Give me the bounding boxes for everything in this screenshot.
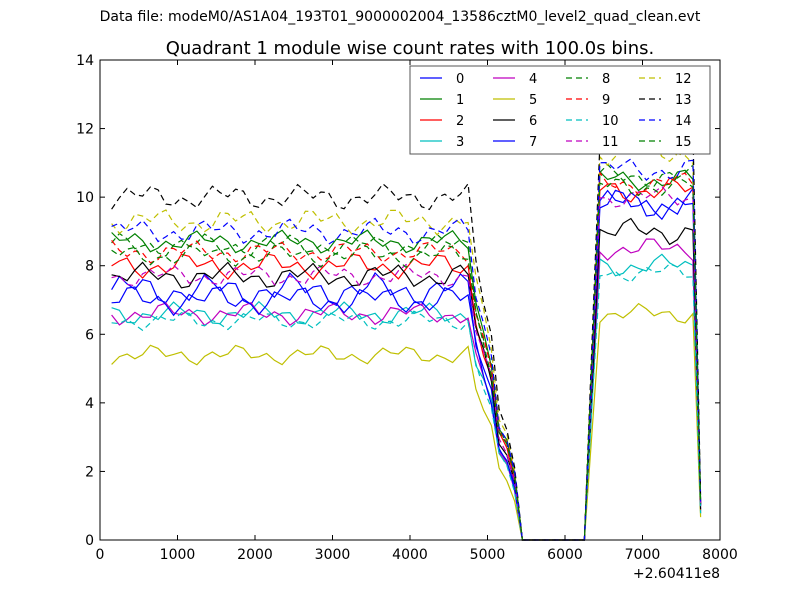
legend-label-3: 3 [456, 135, 464, 150]
series-line-4 [111, 238, 702, 541]
y-tick-label: 14 [76, 53, 94, 69]
series-line-5 [111, 302, 702, 541]
series-line-10 [111, 263, 702, 541]
legend-label-7: 7 [529, 135, 537, 150]
y-tick-label: 4 [85, 396, 94, 412]
series-line-11 [111, 185, 702, 541]
series-line-9 [111, 170, 702, 541]
series-line-7 [111, 189, 702, 541]
legend-label-6: 6 [529, 114, 537, 129]
x-tick-label: 4000 [392, 547, 428, 563]
legend-label-2: 2 [456, 114, 464, 129]
legend-label-0: 0 [456, 72, 464, 87]
x-tick-label: 8000 [702, 547, 738, 563]
x-tick-label: 6000 [547, 547, 583, 563]
y-tick-label: 8 [85, 259, 94, 275]
figure-suptitle: Data file: modeM0/AS1A04_193T01_90000020… [99, 9, 701, 25]
x-tick-label: 0 [96, 547, 105, 563]
y-tick-label: 6 [85, 327, 94, 343]
legend-label-4: 4 [529, 72, 537, 87]
axes: 0 1000 2000 3000 4000 5000 6000 7000 80000246810… [76, 53, 738, 563]
legend-label-11: 11 [602, 135, 619, 150]
x-tick-label: 7000 [625, 547, 661, 563]
x-tick-label: 3000 [315, 547, 351, 563]
y-tick-label: 2 [85, 464, 94, 480]
chart-title: Quadrant 1 module wise count rates with … [166, 38, 655, 59]
legend-label-5: 5 [529, 93, 537, 108]
series-line-8 [111, 163, 702, 541]
legend-label-8: 8 [602, 72, 610, 87]
legend-label-14: 14 [675, 114, 692, 129]
series-lines [111, 120, 702, 541]
series-line-14 [111, 158, 702, 541]
series-line-3 [111, 253, 702, 541]
x-tick-label: 5000 [470, 547, 506, 563]
legend-label-12: 12 [675, 72, 692, 87]
series-line-15 [111, 176, 702, 541]
legend-label-1: 1 [456, 93, 464, 108]
y-tick-label: 12 [76, 122, 94, 138]
series-line-12 [111, 142, 702, 541]
legend-label-13: 13 [675, 93, 692, 108]
legend-label-10: 10 [602, 114, 619, 129]
y-tick-label: 10 [76, 190, 94, 206]
legend-box [409, 65, 711, 155]
x-tick-label: 2000 [237, 547, 273, 563]
x-tick-label: 1000 [160, 547, 196, 563]
series-line-6 [111, 217, 702, 541]
y-tick-label: 0 [85, 533, 94, 549]
series-line-2 [111, 176, 702, 541]
legend-label-9: 9 [602, 93, 610, 108]
legend-label-15: 15 [675, 135, 692, 150]
x-offset-label: +2.60411e8 [633, 566, 720, 582]
series-line-1 [111, 169, 702, 541]
series-line-0 [111, 186, 702, 541]
